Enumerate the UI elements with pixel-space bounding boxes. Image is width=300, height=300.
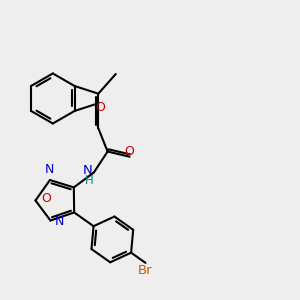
- Text: N: N: [83, 164, 92, 178]
- Text: N: N: [55, 215, 64, 229]
- Text: O: O: [95, 101, 105, 114]
- Text: H: H: [85, 174, 94, 187]
- Text: O: O: [41, 193, 51, 206]
- Text: O: O: [124, 145, 134, 158]
- Text: Br: Br: [138, 264, 153, 277]
- Text: N: N: [45, 163, 55, 176]
